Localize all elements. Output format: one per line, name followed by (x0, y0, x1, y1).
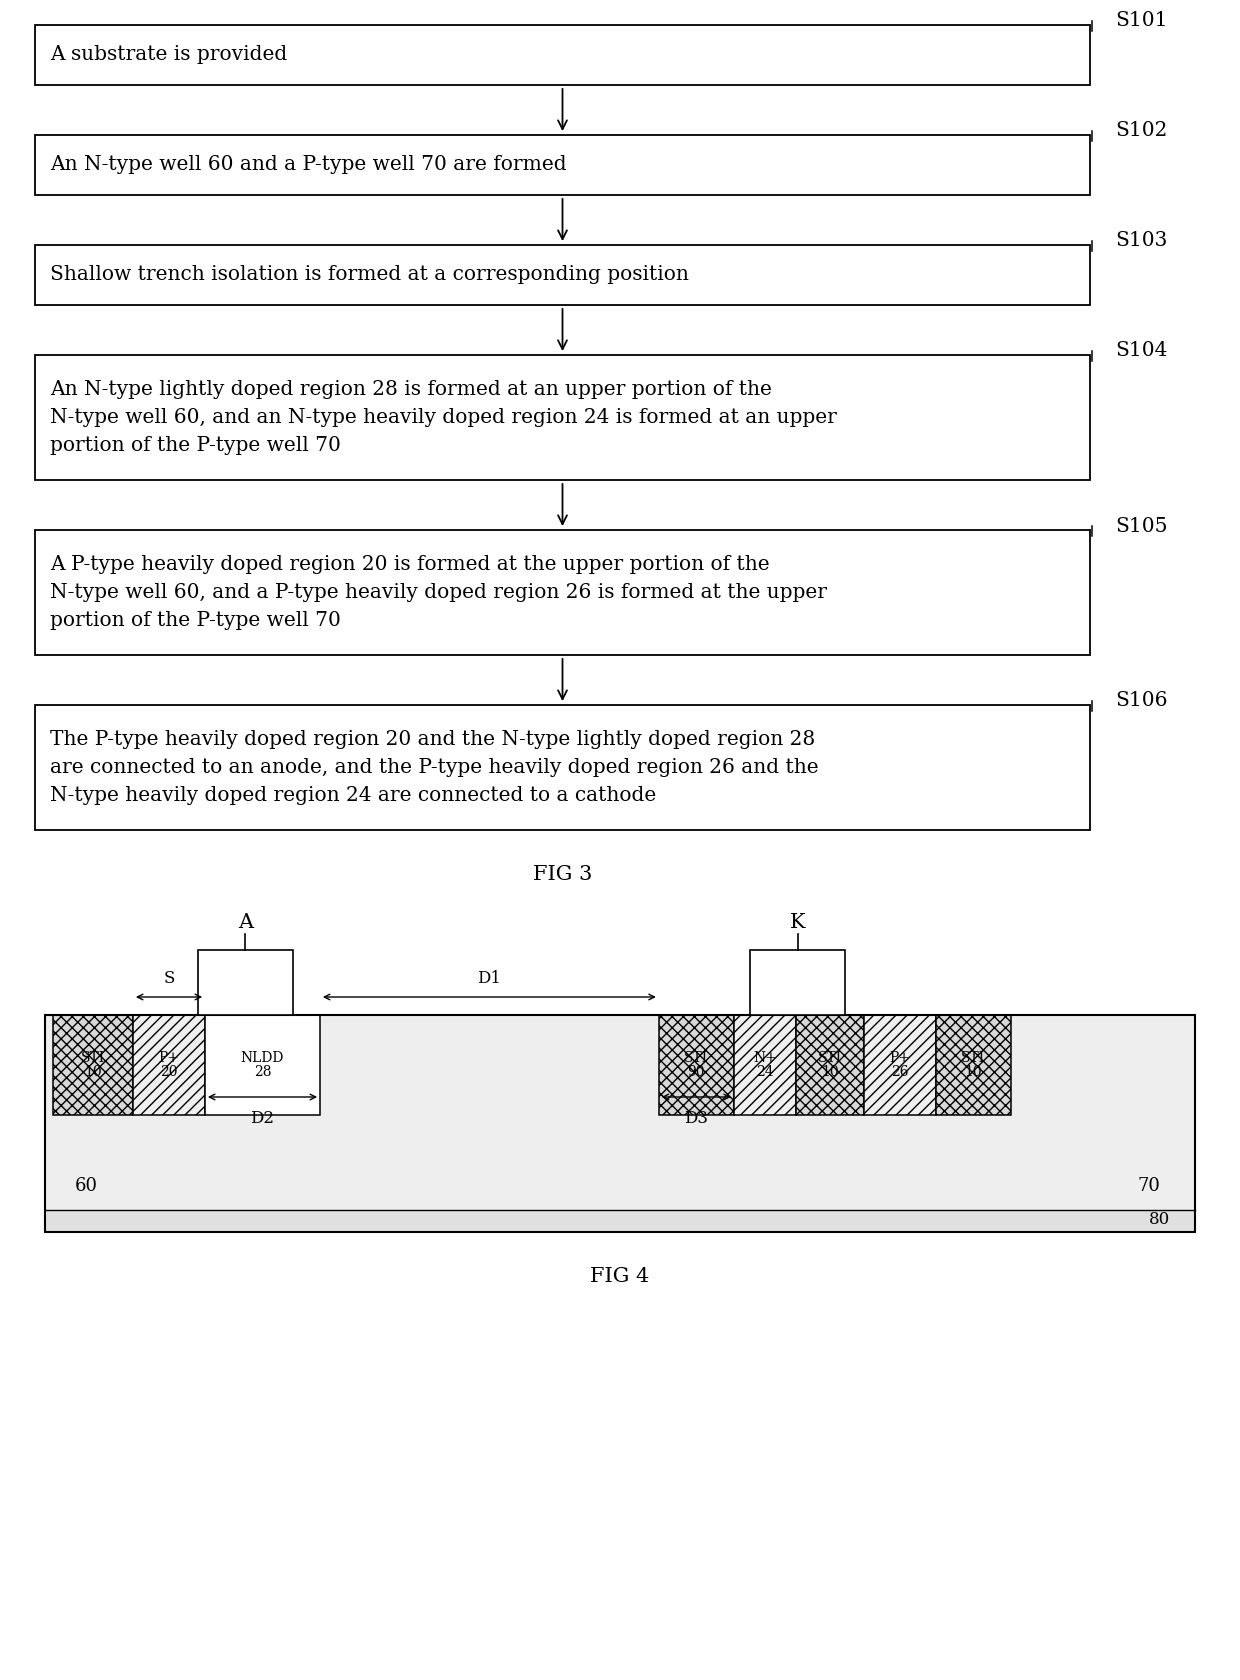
Bar (45, 1015, 1195, 1231)
Text: The P-type heavily doped region 20 and the N-type lightly doped region 28
are co: The P-type heavily doped region 20 and t… (50, 731, 818, 805)
Text: S103: S103 (1115, 232, 1167, 250)
Bar (750, 949, 846, 1015)
Bar (864, 1015, 936, 1116)
Bar (133, 1015, 205, 1116)
Text: D2: D2 (250, 1110, 274, 1127)
Bar (796, 1015, 864, 1116)
Text: STI: STI (81, 1052, 105, 1065)
Bar (35, 245, 1090, 306)
Text: S106: S106 (1115, 692, 1168, 711)
Text: STI: STI (684, 1052, 708, 1065)
Bar (35, 134, 1090, 195)
Bar (197, 949, 293, 1015)
Text: FIG 4: FIG 4 (590, 1267, 650, 1285)
Text: K: K (790, 912, 806, 932)
Text: STI: STI (817, 1052, 842, 1065)
Text: An N-type well 60 and a P-type well 70 are formed: An N-type well 60 and a P-type well 70 a… (50, 156, 567, 175)
Text: P+: P+ (159, 1052, 180, 1065)
Text: 90: 90 (687, 1065, 706, 1079)
Text: N+: N+ (753, 1052, 776, 1065)
Bar (205, 1015, 320, 1116)
Text: S104: S104 (1115, 341, 1167, 361)
Text: S: S (164, 969, 175, 986)
Text: D3: D3 (684, 1110, 708, 1127)
Bar (35, 706, 1090, 830)
Bar (45, 1210, 1195, 1231)
Text: FIG 3: FIG 3 (533, 865, 593, 884)
Text: An N-type lightly doped region 28 is formed at an upper portion of the
N-type we: An N-type lightly doped region 28 is for… (50, 380, 837, 455)
Text: 80: 80 (1148, 1211, 1171, 1228)
Bar (35, 529, 1090, 655)
Text: 60: 60 (74, 1178, 98, 1194)
Text: 26: 26 (892, 1065, 909, 1079)
Text: Shallow trench isolation is formed at a corresponding position: Shallow trench isolation is formed at a … (50, 265, 689, 284)
Text: 20: 20 (160, 1065, 177, 1079)
Text: S102: S102 (1115, 121, 1167, 141)
Bar (45, 1015, 649, 1210)
Text: 24: 24 (756, 1065, 774, 1079)
Text: 28: 28 (254, 1065, 272, 1079)
Text: 10: 10 (965, 1065, 982, 1079)
Text: S105: S105 (1115, 516, 1168, 536)
Text: D1: D1 (477, 969, 501, 986)
Text: P+: P+ (889, 1052, 910, 1065)
Bar (734, 1015, 796, 1116)
Text: NLDD: NLDD (241, 1052, 284, 1065)
Bar (53, 1015, 133, 1116)
Text: A: A (238, 912, 253, 932)
Text: S101: S101 (1115, 12, 1168, 30)
Bar (658, 1015, 734, 1116)
Text: 10: 10 (84, 1065, 102, 1079)
Text: 70: 70 (1137, 1178, 1159, 1194)
Bar (936, 1015, 1011, 1116)
Text: A P-type heavily doped region 20 is formed at the upper portion of the
N-type we: A P-type heavily doped region 20 is form… (50, 554, 827, 630)
Bar (649, 1015, 1195, 1210)
Text: 10: 10 (821, 1065, 838, 1079)
Text: A substrate is provided: A substrate is provided (50, 45, 288, 64)
Bar (35, 354, 1090, 480)
Bar (35, 25, 1090, 86)
Text: STI: STI (961, 1052, 986, 1065)
